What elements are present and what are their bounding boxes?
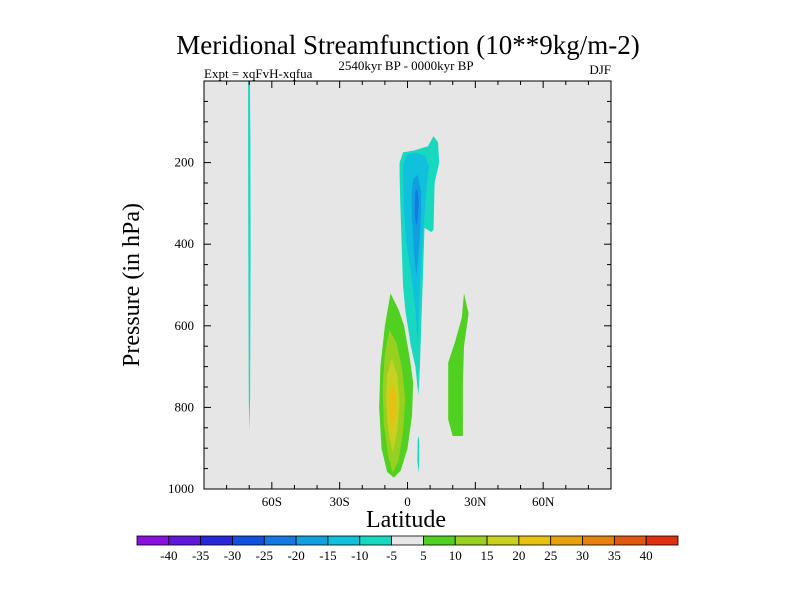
contour-upper-neg-cell-inner	[411, 174, 422, 277]
x-tick-label: 0	[404, 494, 411, 509]
y-tick-label: 600	[175, 318, 195, 333]
contour-upper-neg-cell-core	[414, 189, 419, 226]
colorbar-swatch	[136, 535, 170, 546]
y-axis-label: Pressure (in hPa)	[119, 203, 145, 367]
season-label: DJF	[589, 62, 611, 77]
contour-neg-sliver-equator	[417, 436, 420, 473]
contour-narrow-cell-60S	[248, 81, 251, 432]
colorbar-swatch	[486, 535, 520, 546]
colorbar-label: 10	[449, 548, 462, 563]
colorbar-swatch	[327, 535, 361, 546]
y-axis: 200 400 600 800 1000	[168, 100, 611, 496]
colorbar-swatch	[295, 535, 329, 546]
colorbar-swatch	[423, 535, 456, 546]
colorbar-swatch	[200, 535, 233, 546]
colorbar-label: -30	[224, 548, 241, 563]
y-tick-label: 800	[175, 399, 195, 414]
colorbar-swatch	[645, 535, 679, 546]
colorbar-label: 35	[608, 548, 621, 563]
x-tick-label: 60S	[262, 494, 282, 509]
chart-title: Meridional Streamfunction (10**9kg/m-2)	[176, 30, 639, 60]
x-tick-label: 30S	[330, 494, 350, 509]
colorbar-label: 30	[576, 548, 589, 563]
colorbar-swatch	[582, 535, 615, 546]
colorbar-label: 5	[420, 548, 427, 563]
x-tick-label: 60N	[532, 494, 555, 509]
period-label: 2540kyr BP - 0000kyr BP	[338, 58, 473, 73]
contour-pos-cell-20N	[448, 293, 469, 436]
colorbar-swatch	[232, 535, 265, 546]
y-tick-label: 400	[175, 236, 195, 251]
y-tick-label: 1000	[168, 481, 194, 496]
colorbar-label: 20	[512, 548, 525, 563]
colorbar-label: -20	[287, 548, 304, 563]
colorbar-label: -35	[192, 548, 209, 563]
colorbar: -40 -35 -30 -25 -20 -15 -10 -5 5 10 15 20 25 30 35 40	[136, 535, 679, 563]
colorbar-label: 40	[640, 548, 653, 563]
colorbar-swatch	[168, 535, 202, 546]
x-axis-label: Latitude	[366, 507, 446, 533]
y-tick-label: 200	[175, 155, 195, 170]
colorbar-swatch	[391, 535, 424, 546]
colorbar-swatch	[263, 535, 297, 546]
colorbar-swatch	[359, 535, 392, 546]
experiment-label: Expt = xqFvH-xqfua	[204, 66, 313, 81]
colorbar-label: -25	[256, 548, 273, 563]
colorbar-label: -5	[386, 548, 397, 563]
contour-lower-pos-cell-core	[389, 382, 397, 432]
colorbar-label: -15	[319, 548, 336, 563]
colorbar-swatch	[550, 535, 583, 546]
colorbar-swatch	[613, 535, 647, 546]
colorbar-swatch	[454, 535, 488, 546]
x-axis: 60S 30S 0 30N 60N	[226, 81, 589, 509]
colorbar-label: -10	[351, 548, 368, 563]
colorbar-label: -40	[160, 548, 177, 563]
colorbar-label: 15	[481, 548, 494, 563]
contour-fields	[248, 81, 469, 478]
x-tick-label: 30N	[464, 494, 487, 509]
colorbar-swatch	[518, 535, 552, 546]
colorbar-label: 25	[544, 548, 557, 563]
